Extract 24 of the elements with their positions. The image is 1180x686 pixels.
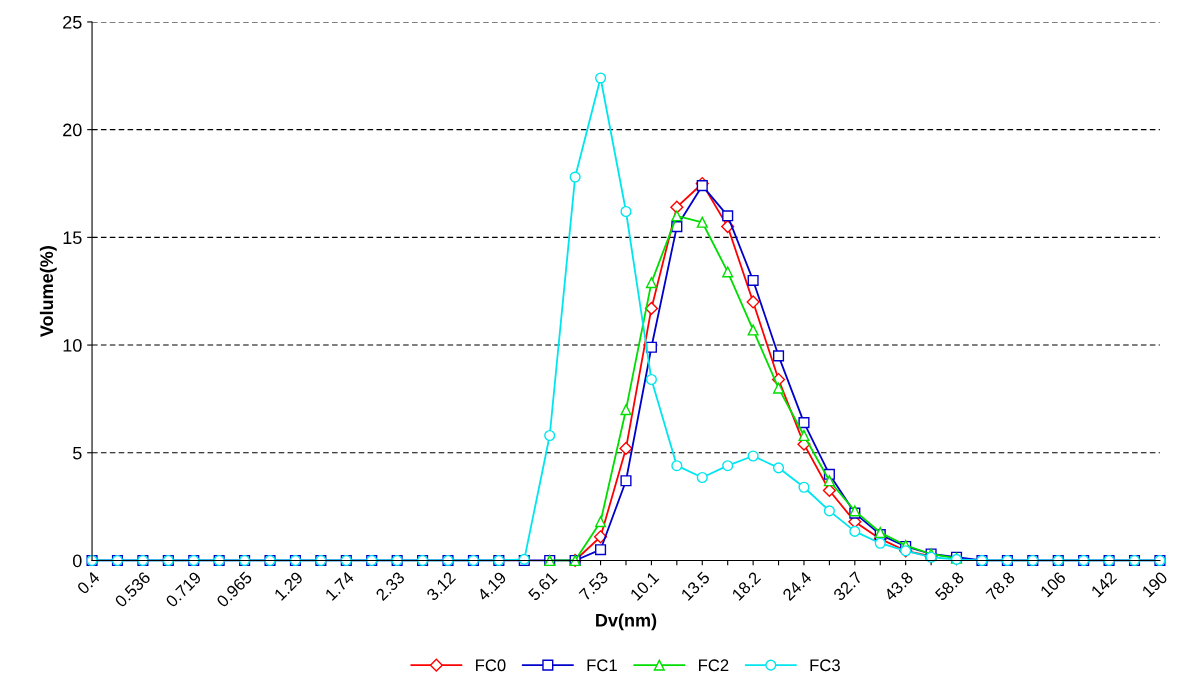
x-tick-label: 10.1 xyxy=(629,571,660,601)
x-tick-label: 43.8 xyxy=(883,571,914,602)
y-tick-label: 5 xyxy=(73,446,82,460)
y-tick-label: 20 xyxy=(63,123,82,137)
x-tick-label: 0.4 xyxy=(76,570,101,595)
x-tick-label: 58.8 xyxy=(934,571,965,602)
legend-label: FC3 xyxy=(810,659,840,672)
x-tick-label: 190 xyxy=(1141,570,1169,598)
y-axis-title: Volume(%) xyxy=(39,246,57,338)
y-tick-label: 25 xyxy=(63,15,82,29)
x-tick-label: 106 xyxy=(1039,571,1067,598)
x-tick-label: 78.8 xyxy=(985,571,1016,602)
legend-label: FC1 xyxy=(587,659,617,672)
legend-label: FC0 xyxy=(476,659,506,672)
x-tick-label: 4.19 xyxy=(476,571,507,602)
x-tick-label: 5.61 xyxy=(527,571,558,602)
x-tick-label: 142 xyxy=(1090,571,1118,598)
x-tick-label: 3.12 xyxy=(425,571,457,602)
y-tick-label: 10 xyxy=(63,338,82,352)
x-tick-label: 7.53 xyxy=(578,571,609,602)
y-tick-label: 15 xyxy=(63,231,82,245)
x-axis-title: Dv(nm) xyxy=(596,613,657,631)
y-tick-label: 0 xyxy=(72,554,82,568)
legend-label: FC2 xyxy=(699,659,729,672)
